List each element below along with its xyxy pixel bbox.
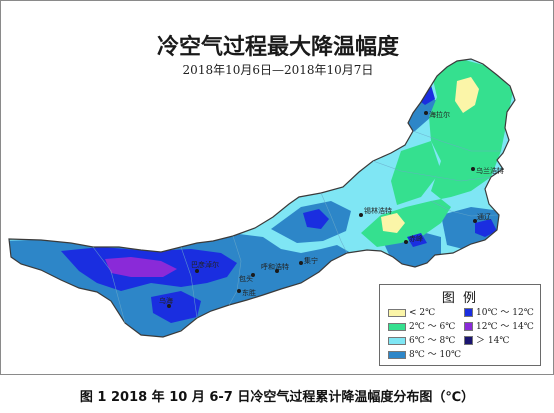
legend-title: 图 例 — [441, 291, 479, 306]
city-dot-tongliao — [473, 219, 477, 223]
map-frame: 海拉尔 乌兰浩特 锡林浩特 通辽 赤峰 集宁 呼和浩特 包头 巴彦淖尔 东胜 乌… — [0, 0, 554, 375]
legend-item-12-14: 12℃ ～ 14℃ — [464, 322, 534, 332]
legend-swatch — [388, 308, 406, 317]
league-boundaries — [92, 130, 501, 324]
legend-label: 6℃ ～ 8℃ — [409, 336, 456, 346]
zone-2-6-strip — [391, 141, 441, 205]
legend-item-6-8: 6℃ ～ 8℃ — [388, 336, 455, 346]
legend-label: 12℃ ～ 14℃ — [476, 322, 534, 332]
city-dot-dongsheng — [237, 289, 241, 293]
city-dot-jining — [299, 261, 303, 265]
legend-swatch — [388, 322, 406, 331]
city-dot-hohhot — [275, 269, 279, 273]
city-label-hohhot: 呼和浩特 — [261, 262, 289, 271]
city-markers — [167, 111, 477, 308]
legend-swatch — [388, 336, 406, 345]
figure-caption: 图 1 2018 年 10 月 6-7 日冷空气过程累计降温幅度分布图（℃） — [79, 390, 475, 405]
zone-10-12-east — [475, 219, 497, 237]
legend-item-10-12: 10℃ ～ 12℃ — [464, 308, 534, 318]
legend-label: 10℃ ～ 12℃ — [476, 308, 534, 318]
city-dot-ulanhot — [471, 167, 475, 171]
zone-2-6-northeast — [361, 59, 513, 247]
city-dot-chifeng — [404, 240, 408, 244]
city-label-xilinhot: 锡林浩特 — [364, 206, 392, 215]
legend: 图 例 < 2℃ 2℃ ～ 6℃ 6℃ ～ 8℃ 8℃ ～ 10℃ 10℃ ～ … — [379, 284, 541, 366]
city-dot-baotou — [251, 273, 255, 277]
city-dot-xilinhot — [359, 213, 363, 217]
legend-label: ＞ 14℃ — [476, 336, 510, 346]
zone-10-12-center — [303, 209, 329, 229]
province-boundary — [8, 58, 516, 338]
legend-item-2-6: 2℃ ～ 6℃ — [388, 322, 455, 332]
zone-12-14 — [105, 257, 177, 277]
city-label-bayannur: 巴彦淖尔 — [191, 260, 219, 269]
city-label-jining: 集宁 — [304, 256, 318, 265]
legend-label: 2℃ ～ 6℃ — [409, 322, 456, 332]
legend-item-gt14: ＞ 14℃ — [464, 336, 509, 346]
city-label-dongsheng: 东胜 — [242, 288, 256, 297]
city-label-baotou: 包头 — [239, 274, 253, 283]
legend-swatch — [464, 322, 473, 331]
city-labels: 海拉尔 乌兰浩特 锡林浩特 通辽 赤峰 集宁 呼和浩特 包头 巴彦淖尔 东胜 乌… — [159, 110, 504, 305]
city-dot-wuhai — [167, 304, 171, 308]
zone-lt2-north — [455, 77, 479, 113]
city-dot-hailar — [424, 111, 428, 115]
legend-label: 8℃ ～ 10℃ — [409, 350, 462, 360]
zone-10-12-south — [151, 291, 201, 323]
map-title: 冷空气过程最大降温幅度 — [156, 35, 399, 60]
zone-lt2-center — [381, 213, 405, 233]
city-dot-bayannur — [195, 269, 199, 273]
zone-10-12-se — [407, 233, 427, 247]
temperature-drop-map: 海拉尔 乌兰浩特 锡林浩特 通辽 赤峰 集宁 呼和浩特 包头 巴彦淖尔 东胜 乌… — [8, 58, 516, 338]
city-label-hailar: 海拉尔 — [429, 110, 450, 119]
city-label-wuhai: 乌海 — [159, 296, 173, 305]
map-subtitle: 2018年10月6日—2018年10月7日 — [182, 63, 374, 77]
legend-swatch — [388, 350, 406, 359]
legend-item-8-10: 8℃ ～ 10℃ — [388, 350, 461, 360]
city-label-tongliao: 通辽 — [477, 212, 491, 221]
legend-item-lt2: < 2℃ — [388, 308, 435, 318]
legend-label: < 2℃ — [409, 308, 436, 318]
city-label-ulanhot: 乌兰浩特 — [476, 166, 504, 175]
legend-swatch — [464, 336, 473, 345]
city-label-chifeng: 赤峰 — [409, 234, 423, 243]
legend-swatch — [464, 308, 473, 317]
